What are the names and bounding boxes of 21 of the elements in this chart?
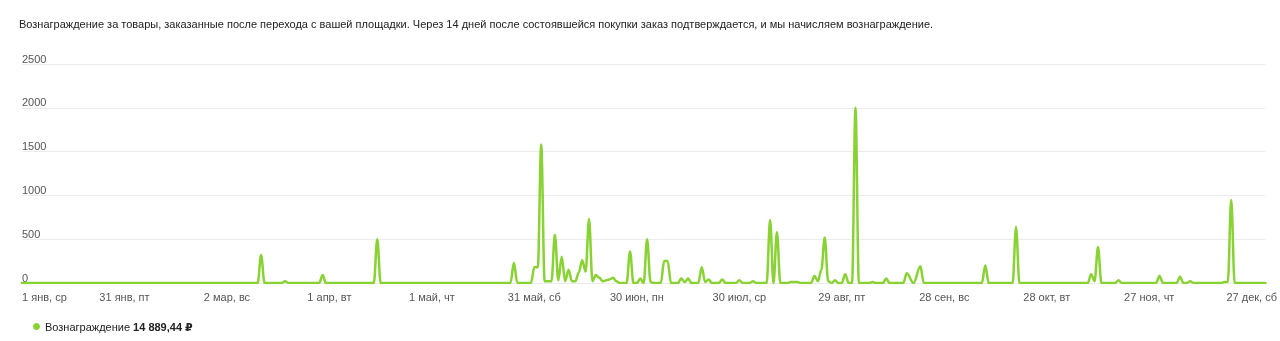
x-tick-label: 27 дек, сб [1226,290,1277,303]
x-tick-label: 31 май, сб [507,290,561,303]
y-tick-label: 1500 [22,140,47,153]
x-tick-label: 28 сен, вс [919,290,970,303]
x-tick-label: 27 ноя, чт [1124,290,1175,303]
legend-label: Вознаграждение 14 889,44 ₽ [45,320,194,333]
y-tick-label: 2500 [22,52,47,65]
y-tick-label: 2000 [22,96,47,109]
x-tick-label: 1 апр, вт [307,290,352,303]
x-tick-label: 1 май, чт [408,290,455,303]
x-tick-label: 31 янв, пт [99,290,150,303]
y-tick-label: 500 [22,227,41,240]
x-tick-label: 2 мар, вс [203,290,251,303]
x-tick-label: 28 окт, вт [1023,290,1071,303]
x-tick-label: 1 янв, ср [22,290,67,303]
x-tick-label: 30 июн, пн [609,290,664,303]
y-tick-label: 1000 [22,183,47,196]
x-tick-label: 30 июл, ср [712,290,767,303]
chart-subtitle: Вознаграждение за товары, заказанные после перехода с вашей площадки. Через 14 дней после состоявшейся покупки заказ подтверждается, и мы начисляем вознаграждение. [19,17,934,30]
x-tick-label: 29 авг, пт [818,290,866,303]
y-tick-label: 0 [22,271,29,284]
